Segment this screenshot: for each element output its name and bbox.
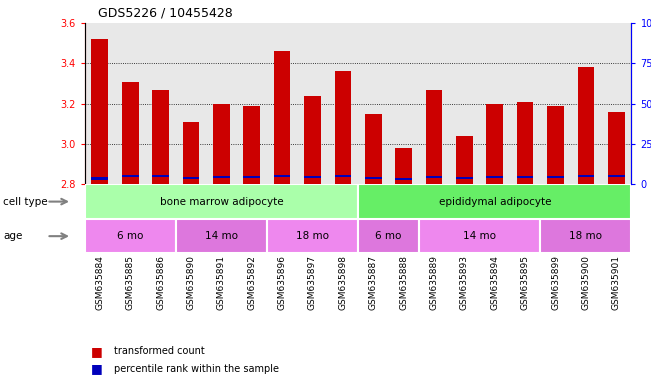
Bar <box>577 175 594 177</box>
Bar <box>577 68 594 184</box>
Text: GSM635889: GSM635889 <box>430 255 439 310</box>
Text: bone marrow adipocyte: bone marrow adipocyte <box>159 197 283 207</box>
Bar <box>243 106 260 184</box>
Bar <box>486 104 503 184</box>
Bar <box>122 81 139 184</box>
Text: GSM635884: GSM635884 <box>95 255 104 310</box>
Text: 14 mo: 14 mo <box>463 231 496 241</box>
Bar <box>91 177 108 180</box>
Bar <box>395 148 412 184</box>
Text: 6 mo: 6 mo <box>375 231 402 241</box>
Text: GSM635890: GSM635890 <box>186 255 195 310</box>
Bar <box>547 176 564 178</box>
Text: 18 mo: 18 mo <box>296 231 329 241</box>
Bar <box>182 177 199 179</box>
Bar <box>304 176 321 178</box>
Bar <box>358 184 631 219</box>
Text: GSM635887: GSM635887 <box>368 255 378 310</box>
Text: GSM635886: GSM635886 <box>156 255 165 310</box>
Bar <box>85 219 176 253</box>
Text: GSM635894: GSM635894 <box>490 255 499 310</box>
Text: GSM635888: GSM635888 <box>399 255 408 310</box>
Bar <box>426 176 443 178</box>
Bar <box>335 175 352 177</box>
Text: ■: ■ <box>91 345 103 358</box>
Bar <box>91 39 108 184</box>
Bar <box>243 176 260 178</box>
Text: 14 mo: 14 mo <box>205 231 238 241</box>
Bar <box>152 89 169 184</box>
Bar <box>547 106 564 184</box>
Text: transformed count: transformed count <box>114 346 204 356</box>
Text: GSM635895: GSM635895 <box>521 255 530 310</box>
Bar <box>456 136 473 184</box>
Text: GSM635898: GSM635898 <box>339 255 348 310</box>
Bar <box>426 89 443 184</box>
Bar <box>517 102 534 184</box>
Text: percentile rank within the sample: percentile rank within the sample <box>114 364 279 374</box>
Text: GSM635885: GSM635885 <box>126 255 135 310</box>
Text: age: age <box>3 231 23 241</box>
Text: GSM635897: GSM635897 <box>308 255 317 310</box>
Text: cell type: cell type <box>3 197 48 207</box>
Bar <box>304 96 321 184</box>
Bar <box>182 122 199 184</box>
Bar <box>267 219 358 253</box>
Text: epididymal adipocyte: epididymal adipocyte <box>439 197 551 207</box>
Bar <box>456 177 473 179</box>
Bar <box>608 112 625 184</box>
Bar <box>419 219 540 253</box>
Bar <box>85 184 358 219</box>
Text: 18 mo: 18 mo <box>570 231 602 241</box>
Bar <box>273 51 290 184</box>
Bar <box>358 219 419 253</box>
Bar <box>608 175 625 177</box>
Text: GSM635901: GSM635901 <box>612 255 621 310</box>
Bar <box>122 175 139 177</box>
Bar <box>152 175 169 177</box>
Text: GSM635900: GSM635900 <box>581 255 590 310</box>
Text: GDS5226 / 10455428: GDS5226 / 10455428 <box>98 6 232 19</box>
Text: GSM635893: GSM635893 <box>460 255 469 310</box>
Bar <box>395 178 412 180</box>
Text: GSM635892: GSM635892 <box>247 255 256 310</box>
Text: GSM635899: GSM635899 <box>551 255 560 310</box>
Bar <box>365 177 381 179</box>
Text: GSM635891: GSM635891 <box>217 255 226 310</box>
Bar <box>486 176 503 178</box>
Text: GSM635896: GSM635896 <box>277 255 286 310</box>
Bar <box>213 104 230 184</box>
Text: ■: ■ <box>91 362 103 375</box>
Bar <box>365 114 381 184</box>
Bar <box>335 71 352 184</box>
Bar <box>273 175 290 177</box>
Bar <box>213 176 230 178</box>
Bar <box>176 219 267 253</box>
Text: 6 mo: 6 mo <box>117 231 143 241</box>
Bar <box>540 219 631 253</box>
Bar <box>517 176 534 178</box>
